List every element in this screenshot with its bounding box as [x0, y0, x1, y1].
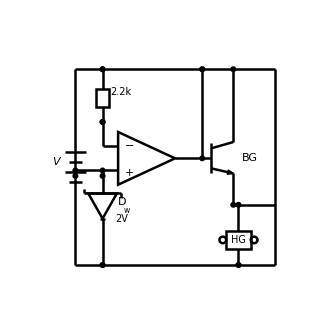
- Circle shape: [236, 263, 241, 267]
- Text: HG: HG: [231, 235, 246, 245]
- Circle shape: [236, 263, 241, 267]
- Text: V: V: [52, 157, 60, 167]
- Circle shape: [100, 263, 105, 267]
- Circle shape: [100, 67, 105, 71]
- Circle shape: [100, 168, 105, 173]
- Circle shape: [236, 202, 241, 207]
- Text: +: +: [125, 169, 135, 178]
- Text: w: w: [123, 206, 130, 215]
- Circle shape: [100, 174, 105, 178]
- Text: D: D: [118, 197, 127, 207]
- Circle shape: [231, 67, 235, 71]
- Text: 2.2k: 2.2k: [110, 87, 132, 97]
- Circle shape: [100, 67, 105, 71]
- Circle shape: [231, 202, 235, 207]
- Circle shape: [100, 263, 105, 267]
- Circle shape: [73, 168, 78, 173]
- Bar: [96, 89, 109, 107]
- Circle shape: [73, 174, 78, 178]
- Polygon shape: [227, 170, 233, 174]
- Text: 2V: 2V: [116, 214, 128, 224]
- Bar: [226, 231, 251, 249]
- Circle shape: [100, 120, 105, 124]
- Circle shape: [200, 156, 204, 161]
- Circle shape: [200, 67, 204, 71]
- Text: BG: BG: [242, 153, 259, 163]
- Text: −: −: [125, 141, 135, 151]
- Circle shape: [200, 67, 204, 71]
- Circle shape: [100, 120, 105, 124]
